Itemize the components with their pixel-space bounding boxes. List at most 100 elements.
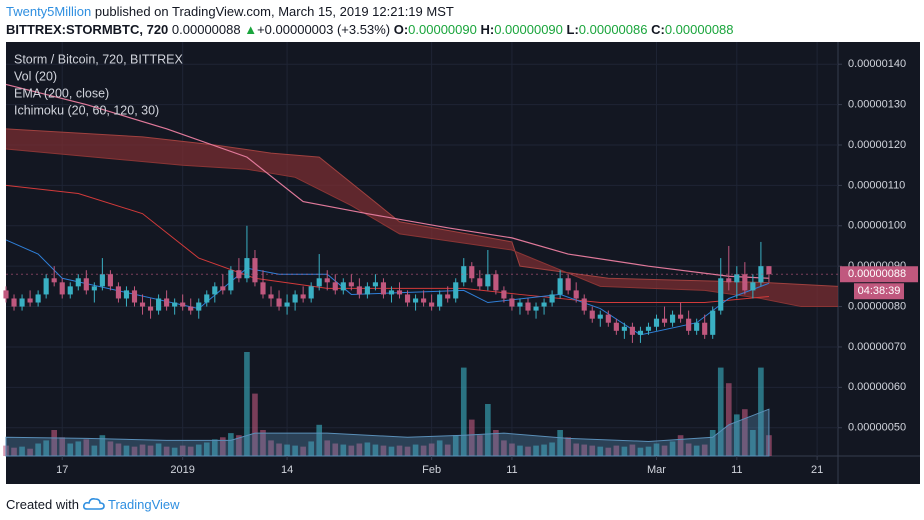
candle-body [404,294,411,303]
volume-bar [444,444,451,456]
candle-body [91,286,97,291]
volume-bar [99,435,106,456]
volume-bar [734,414,740,456]
candle-body [742,274,748,291]
candle-body [573,290,579,299]
volume-bar [332,443,339,456]
volume-bar [677,435,684,456]
candle-body [541,302,547,307]
candle-body [188,306,194,311]
candle-body [718,278,724,311]
volume-bar [91,445,98,456]
candle-body [196,302,202,311]
candle-body [139,302,146,307]
volume-bar [501,440,507,456]
candle-body [180,302,186,307]
volume-bar [589,445,596,456]
volume-bar [179,445,186,456]
candle-body [758,266,764,283]
candle-body [533,306,539,311]
volume-bar [388,446,395,456]
volume-bar [645,446,652,456]
y-tick-label: 0.00000100 [848,220,906,232]
candle-body [493,274,499,291]
candle-body [557,278,563,295]
volume-bar [693,445,700,456]
change-arrow: ▲ [244,22,258,37]
candle-body [3,290,9,299]
candle-body [164,298,170,307]
volume-bar [356,443,363,456]
volume-bar [396,445,403,456]
candle-body [43,278,49,295]
plot [3,42,839,457]
ichimoku-span-a [5,128,839,287]
candle-body [501,290,507,299]
candle-body [204,294,210,303]
ohlc-c: 0.00000088 [664,22,734,37]
y-tick-label: 0.00000120 [848,139,906,151]
header-line: Twenty5Million published on TradingView.… [6,4,454,19]
volume-bar [139,444,146,456]
candle-body [549,294,555,303]
candle-body [686,318,692,331]
candle-body [276,298,282,307]
volume-bar [621,446,628,456]
volume-bar [284,444,290,456]
volume-bar [685,443,692,456]
y-tick-label: 0.00000060 [848,381,906,393]
ohlc-o: 0.00000090 [408,22,477,37]
published: published on TradingView.com, March 15, … [94,4,454,19]
last-price-badge [840,266,918,283]
volume-bar [203,442,210,456]
candle-body [461,266,467,283]
candle-body [766,266,772,275]
volume-bar [43,440,49,456]
x-tick-label: 2019 [170,464,194,476]
volume-bar [750,430,756,456]
x-tick-label: 11 [506,464,517,476]
volume-bar [412,444,419,456]
candle-body [621,326,627,331]
volume-bar [661,445,668,456]
candle-body [236,270,242,279]
last: 0.00000088 [171,22,241,37]
brand[interactable]: TradingView [108,497,180,512]
candle-body [59,282,65,295]
y-tick-label: 0.00000140 [848,58,906,70]
ohlc-h: 0.00000090 [494,22,563,37]
candle-body [629,326,635,335]
candle-body [485,274,491,287]
candle-body [525,302,531,311]
candle-body [637,330,644,335]
x-tick-label: Feb [422,464,441,476]
candle-body [477,278,483,287]
publisher[interactable]: Twenty5Million [6,4,92,19]
volume-bar [485,404,491,456]
candle-body [107,274,113,287]
candle-body [75,278,81,287]
candle-body [388,290,395,295]
volume-bar [380,445,387,456]
candle-body [702,322,708,335]
candle-body [83,278,89,291]
volume-bar [292,445,298,456]
volume-bar [27,448,33,456]
y-tick-label: 0.00000110 [848,179,905,191]
candle-body [348,282,354,287]
candle-body [661,318,668,323]
volume-bar [211,439,218,456]
volume-bar [67,443,74,456]
symbol-line: BITTREX:STORMBTC, 720 0.00000088 ▲+0.000… [6,22,734,37]
x-tick-label: 21 [811,464,823,476]
candle-body [589,310,595,319]
candle-body [694,322,700,331]
candle-body [565,278,571,291]
volume-bar [460,367,467,456]
candle-body [581,298,587,311]
volume-bar [669,441,676,456]
volume-bar [228,433,234,456]
logo [82,498,105,510]
volume-bar [557,430,563,456]
